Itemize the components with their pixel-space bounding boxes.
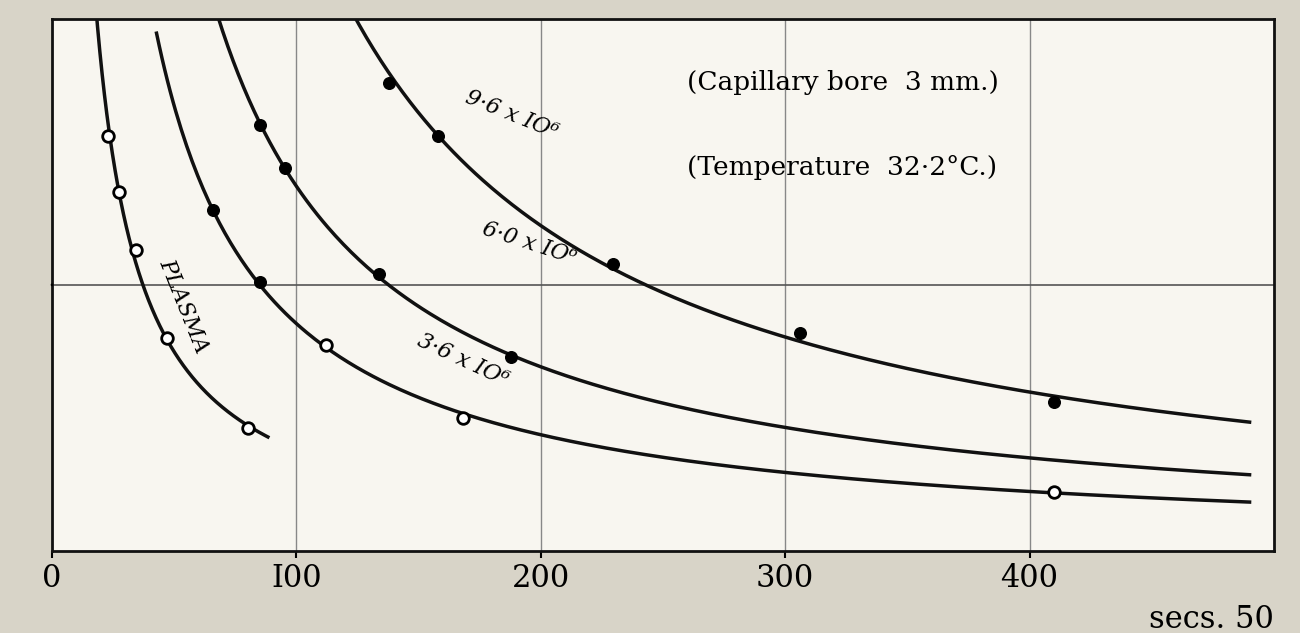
Point [250, 277, 270, 287]
Point [98, 131, 118, 141]
Point [378, 78, 399, 88]
Point [500, 351, 521, 361]
Point [452, 413, 473, 423]
Point [157, 333, 178, 343]
Point [274, 163, 295, 173]
Point [369, 269, 390, 279]
Point [109, 187, 130, 197]
Text: 3·6 x IO⁶: 3·6 x IO⁶ [413, 330, 512, 391]
Text: (Temperature  32·2°C.): (Temperature 32·2°C.) [688, 155, 997, 180]
Point [789, 328, 810, 338]
Text: PLASMA: PLASMA [155, 255, 212, 356]
Point [238, 423, 259, 434]
Point [203, 205, 224, 215]
Point [428, 131, 448, 141]
Point [602, 258, 623, 268]
Point [316, 339, 337, 349]
Point [1044, 487, 1065, 498]
Text: secs. 50: secs. 50 [1149, 604, 1274, 633]
Text: 6·0 x IO⁶: 6·0 x IO⁶ [480, 217, 580, 268]
Text: (Capillary bore  3 mm.): (Capillary bore 3 mm.) [688, 70, 1000, 96]
Point [126, 245, 147, 255]
Point [250, 120, 270, 130]
Text: 9·6 x IO⁶: 9·6 x IO⁶ [463, 87, 562, 144]
Point [1044, 397, 1065, 407]
